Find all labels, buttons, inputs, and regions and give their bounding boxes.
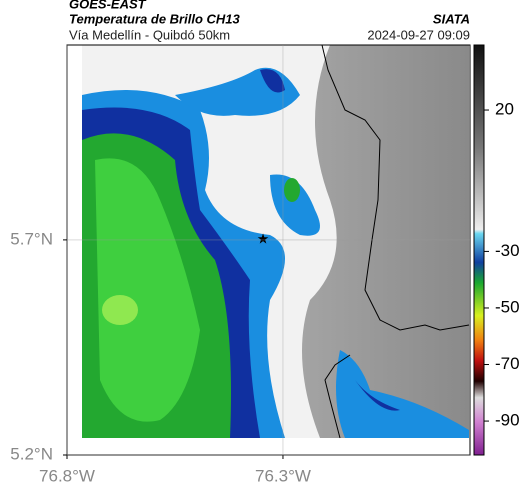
x-tick-label: 76.8°W <box>39 466 95 485</box>
colorbar-tick-label: -90 <box>495 411 520 430</box>
location-star: ★ <box>257 231 270 247</box>
x-tick-label: 76.3°W <box>255 466 311 485</box>
timestamp: 2024-09-27 09:09 <box>367 27 470 42</box>
colorbar-tick-label: -50 <box>495 297 520 316</box>
y-tick-label: 5.2°N <box>10 444 53 463</box>
colorbar <box>473 44 485 456</box>
satellite-image <box>82 45 469 438</box>
subtitle: Vía Medellín - Quibdó 50km <box>69 27 230 42</box>
y-tick-label: 5.7°N <box>10 229 53 248</box>
colorbar-tick-label: -70 <box>495 354 520 373</box>
title: Temperatura de Brillo CH13 <box>69 11 241 26</box>
source: GOES-EAST <box>69 0 147 11</box>
colorbar-tick-label: 20 <box>495 100 514 119</box>
agency: SIATA <box>433 11 470 26</box>
colorbar-tick-label: -30 <box>495 241 520 260</box>
